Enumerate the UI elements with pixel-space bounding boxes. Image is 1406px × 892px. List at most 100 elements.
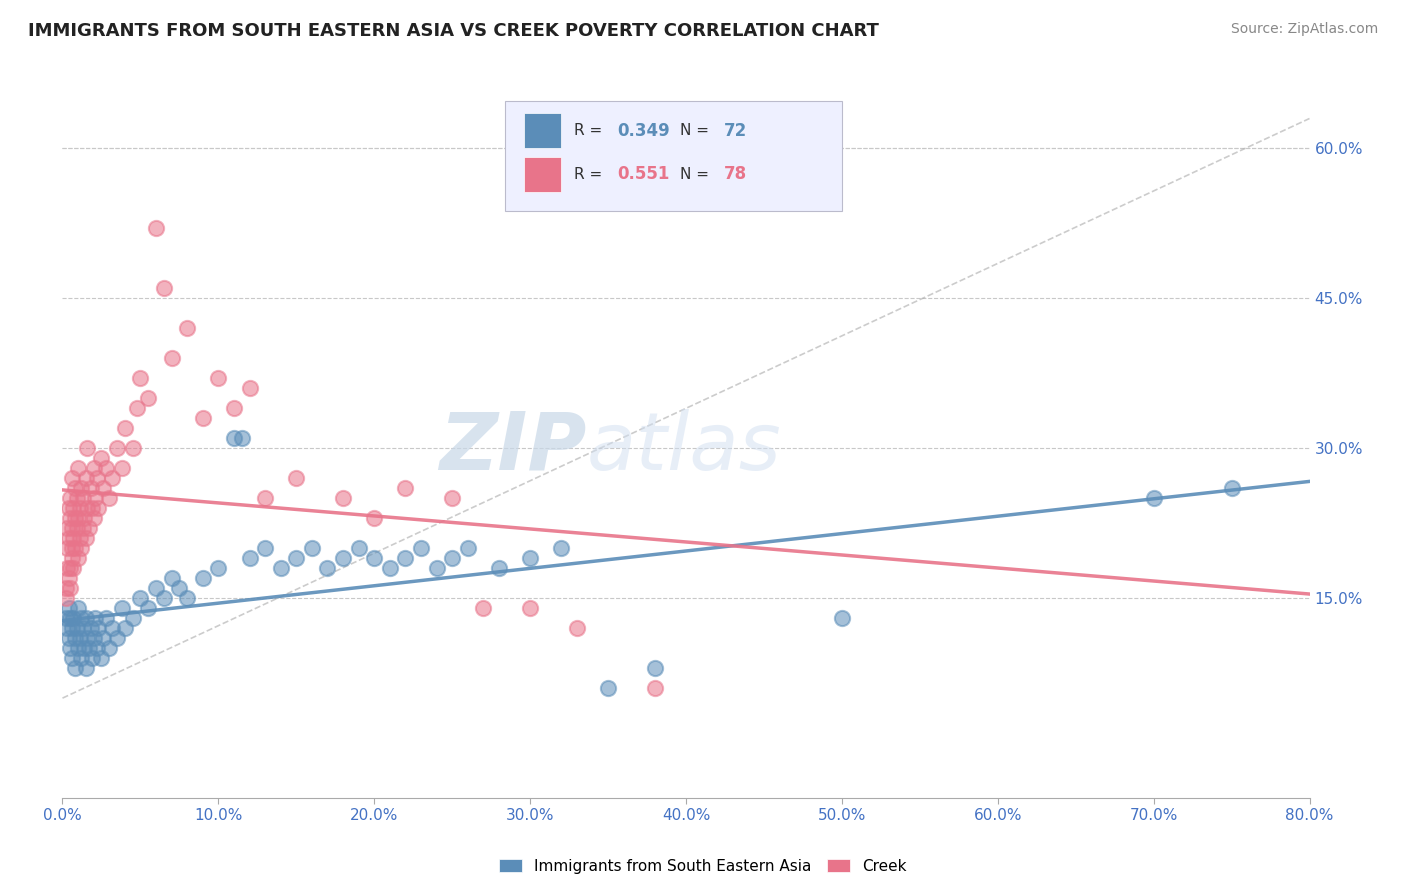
Text: ZIP: ZIP [439, 409, 586, 487]
Point [332, 491, 354, 506]
Point [207, 371, 229, 385]
Point [98, 641, 121, 656]
Point [101, 621, 124, 635]
Point [75, 531, 97, 545]
Point [70, 611, 93, 625]
Point [472, 601, 495, 615]
Point [77, 641, 100, 656]
Point [69, 531, 91, 545]
Point [62, 611, 84, 625]
Point [488, 561, 510, 575]
Point [63, 661, 86, 675]
Point [86, 641, 108, 656]
Point [101, 471, 124, 485]
Point [84, 491, 107, 506]
Point [56, 521, 79, 535]
Point [83, 631, 105, 645]
Point [1143, 491, 1166, 506]
Point [63, 541, 86, 556]
Point [176, 321, 198, 335]
Point [63, 631, 86, 645]
Point [394, 481, 416, 495]
Point [145, 581, 167, 595]
Point [69, 501, 91, 516]
Text: 72: 72 [724, 121, 747, 139]
Point [58, 571, 80, 585]
Point [87, 501, 110, 516]
Point [67, 511, 90, 525]
Text: IMMIGRANTS FROM SOUTH EASTERN ASIA VS CREEK POVERTY CORRELATION CHART: IMMIGRANTS FROM SOUTH EASTERN ASIA VS CR… [28, 22, 879, 40]
Point [105, 631, 128, 645]
Point [62, 561, 84, 575]
Point [90, 651, 112, 665]
Point [55, 581, 77, 595]
Point [55, 611, 77, 625]
Point [87, 621, 110, 635]
Point [457, 541, 479, 556]
Point [347, 541, 370, 556]
Point [316, 561, 339, 575]
Point [153, 591, 176, 606]
Point [82, 501, 104, 516]
Point [59, 611, 82, 625]
Point [285, 471, 308, 485]
Point [121, 442, 143, 456]
Point [60, 621, 83, 635]
Point [111, 601, 134, 615]
Point [67, 551, 90, 566]
Point [441, 551, 464, 566]
Text: atlas: atlas [586, 409, 780, 487]
Legend: Immigrants from South Eastern Asia, Creek: Immigrants from South Eastern Asia, Cree… [494, 853, 912, 880]
Point [59, 561, 82, 575]
Point [75, 471, 97, 485]
Point [73, 641, 96, 656]
Point [72, 621, 94, 635]
Point [62, 501, 84, 516]
Point [222, 401, 245, 416]
Point [136, 392, 159, 406]
Point [86, 471, 108, 485]
Text: Source: ZipAtlas.com: Source: ZipAtlas.com [1230, 22, 1378, 37]
Point [160, 571, 183, 585]
Point [72, 521, 94, 535]
Point [60, 471, 83, 485]
Point [62, 531, 84, 545]
Point [56, 621, 79, 635]
Point [65, 491, 87, 506]
Point [65, 521, 87, 535]
Point [363, 511, 385, 525]
Point [394, 551, 416, 566]
Point [60, 651, 83, 665]
Text: R =: R = [574, 167, 607, 182]
Point [63, 511, 86, 525]
Point [238, 551, 260, 566]
Point [59, 581, 82, 595]
Point [1220, 481, 1243, 495]
Point [136, 601, 159, 615]
Point [70, 541, 93, 556]
Point [72, 491, 94, 506]
Point [83, 461, 105, 475]
Point [169, 581, 191, 595]
Point [60, 541, 83, 556]
Point [378, 561, 401, 575]
Point [129, 371, 152, 385]
Point [565, 621, 588, 635]
Point [519, 601, 541, 615]
Point [56, 541, 79, 556]
Point [63, 481, 86, 495]
Point [56, 561, 79, 575]
Point [91, 631, 114, 645]
Point [114, 421, 136, 435]
Point [238, 381, 260, 395]
Point [79, 621, 101, 635]
Point [270, 561, 292, 575]
Point [59, 641, 82, 656]
Point [129, 591, 152, 606]
Point [76, 631, 98, 645]
Point [75, 611, 97, 625]
Point [67, 461, 90, 475]
Point [58, 601, 80, 615]
Point [441, 491, 464, 506]
Point [94, 461, 117, 475]
